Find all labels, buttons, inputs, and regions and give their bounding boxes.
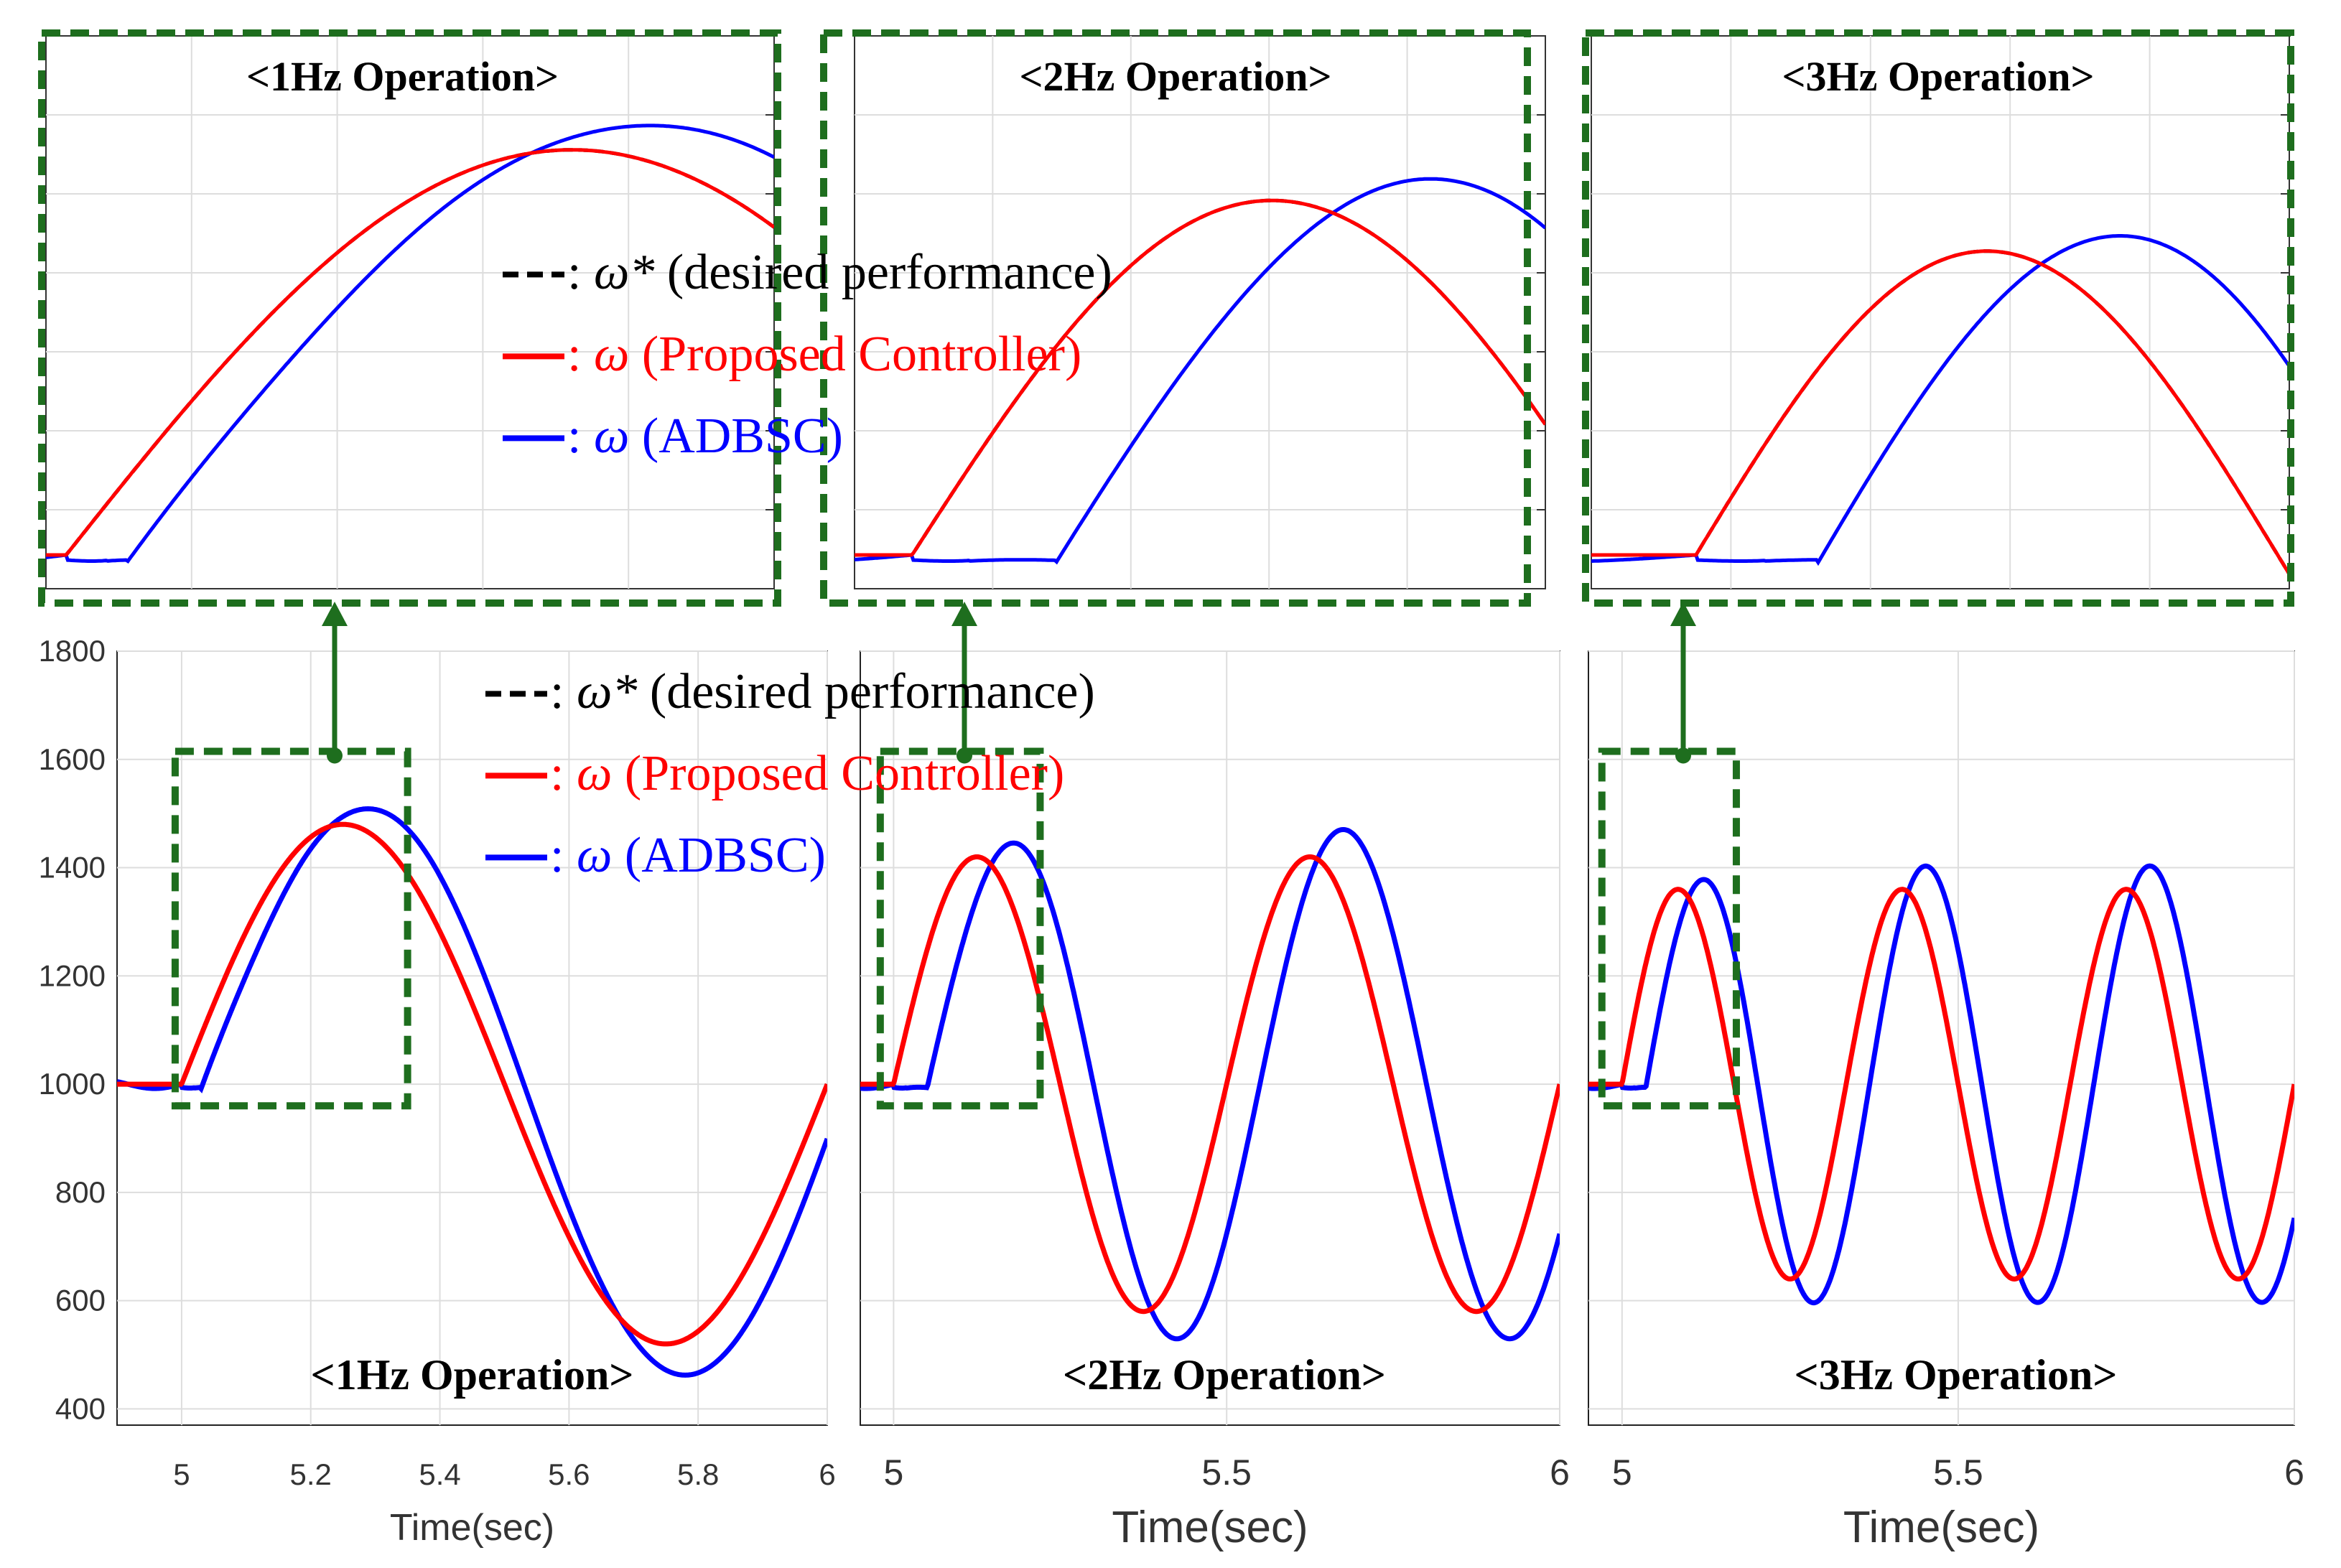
- chart-3-plot-area: [1588, 650, 2295, 1426]
- y-tick-label: 600: [55, 1284, 106, 1317]
- chart-1-main: 400 600 800 1000 1200 1400 1600 1800 5 5.2 5.4 5.6 5…: [39, 602, 836, 1549]
- chart-2-inset-plot-area: [854, 35, 1546, 589]
- chart-1-series-proposed: [117, 821, 827, 1347]
- main-plots-layer: 400 600 800 1000 1200 1400 1600 1800 5 5.2 5.4 5.6 5…: [39, 602, 2304, 1552]
- chart-1-inset-frame: [38, 29, 781, 607]
- chart-1-inset-series-adbsc: [46, 123, 774, 564]
- chart-1-x-tick-label: 5.4: [419, 1457, 460, 1491]
- chart-1-zoom-dot: [327, 747, 343, 764]
- chart-2-title: <2Hz Operation>: [1063, 1351, 1386, 1399]
- chart-1-x-tick-label: 5.6: [548, 1457, 590, 1491]
- chart-2-zoom-dot: [957, 747, 972, 764]
- chart-2-main: 5 5.5 6 Time(sec) <2Hz Operation>: [860, 602, 1570, 1552]
- chart-2-x-tick-label: 5: [883, 1452, 903, 1493]
- chart-3-inset-title: <3Hz Operation>: [1782, 53, 2095, 100]
- y-tick-label: 1600: [39, 742, 106, 776]
- chart-1-x-axis-label: Time(sec): [390, 1507, 554, 1549]
- chart-3-inset-frame: [1582, 29, 2294, 607]
- inset-plots-layer: <1Hz Operation> <2Hz Operation> <3Hz Opera…: [38, 29, 2294, 607]
- legend-main-overlay: : ω* (desired performance) : ω (Proposed …: [485, 664, 1095, 883]
- chart-2-inset-series-proposed: [855, 198, 1545, 557]
- chart-2-zoom-box: [876, 747, 1044, 1110]
- chart-1-x-tick-label: 5.2: [290, 1457, 332, 1491]
- chart-3-x-tick-label: 5: [1612, 1452, 1632, 1493]
- chart-3-zoom-dot: [1675, 747, 1691, 764]
- chart-1-x-tick-label: 6: [819, 1457, 835, 1491]
- legend-entry: : ω* (desired performance): [550, 664, 1095, 719]
- chart-1-plot-area: [116, 650, 828, 1426]
- chart-2-zoom-arrowhead: [951, 602, 977, 626]
- chart-3-inset: <3Hz Operation>: [1582, 29, 2294, 607]
- chart-1-inset-series-proposed: [46, 148, 774, 557]
- chart-3-inset-series-proposed: [1591, 249, 2289, 575]
- chart-2-inset: <2Hz Operation>: [820, 29, 1546, 607]
- chart-3-inset-plot-area: [1591, 35, 2290, 589]
- chart-3-zoom-box: [1598, 747, 1740, 1110]
- chart-1-series-adbsc: [117, 806, 827, 1378]
- chart-1-inset-title: <1Hz Operation>: [246, 53, 559, 100]
- y-tick-label: 1200: [39, 958, 106, 992]
- chart-1-x-tick-label: 5: [173, 1457, 190, 1491]
- legend-entry: : ω (Proposed Controller): [567, 327, 1081, 382]
- chart-3-zoom-arrowhead: [1670, 602, 1696, 626]
- chart-2-inset-frame: [820, 29, 1531, 607]
- y-tick-label: 400: [55, 1391, 106, 1425]
- legend-entry: : ω (Proposed Controller): [550, 746, 1064, 801]
- y-tick-label: 1400: [39, 851, 106, 885]
- chart-2-series-adbsc: [860, 827, 1560, 1342]
- y-tick-label: 800: [55, 1175, 106, 1209]
- chart-2-inset-series-adbsc: [855, 177, 1545, 565]
- legend-entry: : ω* (desired performance): [567, 245, 1112, 300]
- legend-inset-overlay: : ω* (desired performance) : ω (Proposed …: [503, 245, 1112, 464]
- chart-3-title: <3Hz Operation>: [1795, 1351, 2118, 1399]
- chart-1-x-tick-label: 5.8: [677, 1457, 719, 1491]
- chart-2-inset-title: <2Hz Operation>: [1020, 53, 1332, 100]
- chart-3-inset-series-adbsc: [1591, 234, 2289, 566]
- chart-2-series-proposed: [860, 854, 1560, 1315]
- y-tick-label: 1000: [39, 1067, 106, 1101]
- chart-1-inset: <1Hz Operation>: [38, 29, 781, 607]
- y-tick-label: 1800: [39, 634, 106, 668]
- chart-2-x-tick-label: 5.5: [1201, 1452, 1252, 1493]
- chart-2-x-axis-label: Time(sec): [1112, 1503, 1308, 1552]
- legend-entry: : ω (ADBSC): [550, 828, 826, 883]
- chart-3-x-tick-label: 5.5: [1933, 1452, 1983, 1493]
- chart-3-series-proposed: [1588, 887, 2294, 1282]
- chart-3-x-axis-label: Time(sec): [1843, 1503, 2039, 1552]
- legend-layer: : ω* (desired performance) : ω (Proposed …: [485, 245, 1112, 883]
- chart-2-x-tick-label: 6: [1550, 1452, 1570, 1493]
- chart-1-zoom-arrowhead: [322, 602, 348, 626]
- chart-1-title: <1Hz Operation>: [311, 1351, 634, 1399]
- chart-3-series-adbsc: [1588, 863, 2294, 1306]
- chart-1-zoom-box: [171, 747, 411, 1110]
- chart-3-main: 5 5.5 6 Time(sec) <3Hz Operation>: [1588, 602, 2304, 1552]
- chart-3-x-tick-label: 6: [2284, 1452, 2304, 1493]
- legend-entry: : ω (ADBSC): [567, 409, 843, 464]
